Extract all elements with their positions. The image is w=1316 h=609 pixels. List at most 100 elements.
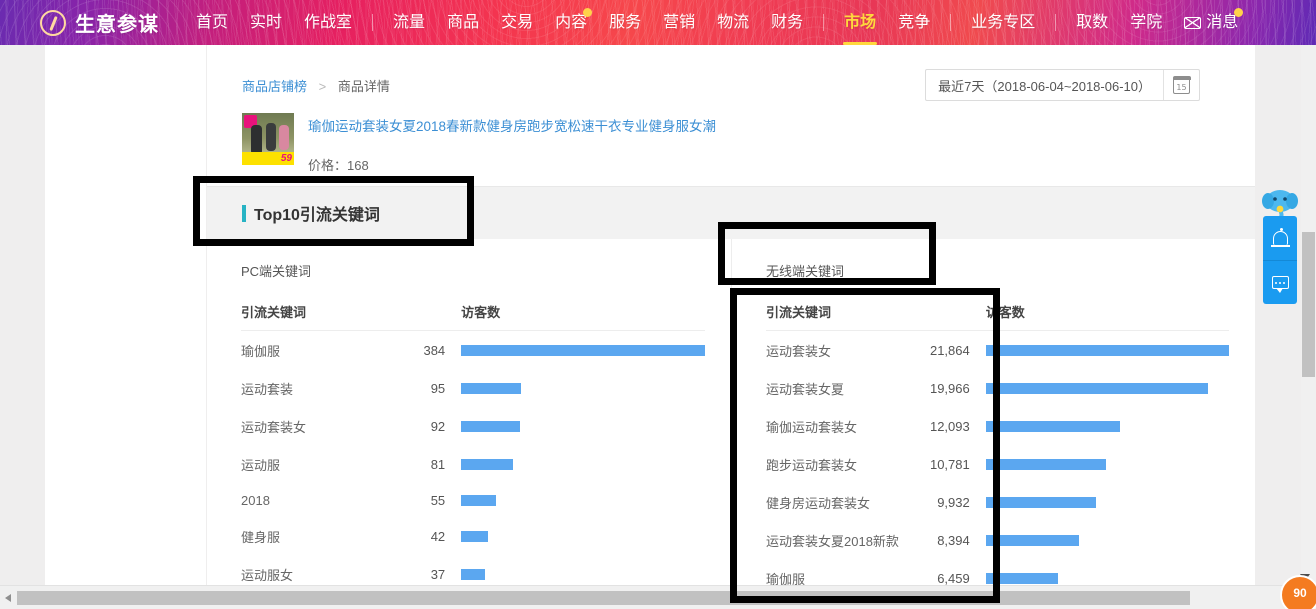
visitor-bar-cell — [970, 483, 1229, 521]
product-summary: 59 瑜伽运动套装女夏2018春新款健身房跑步宽松速干衣专业健身服女潮 价格：1… — [242, 113, 716, 174]
bar-fill — [985, 344, 1229, 356]
visitor-count: 12,093 — [929, 418, 970, 434]
nav-item-market-items-0[interactable]: 市场 — [833, 0, 887, 45]
table-row[interactable]: 运动套装女 92 — [241, 407, 705, 445]
nav-item-mid-items-0[interactable]: 流量 — [382, 0, 436, 45]
breadcrumb-root-link[interactable]: 商品店铺榜 — [242, 79, 308, 94]
table-row[interactable]: 瑜伽运动套装女 12,093 — [766, 407, 1229, 445]
bar-track — [985, 420, 1229, 432]
nav-item-left-items-1[interactable]: 实时 — [239, 0, 293, 45]
nav-item-label: 流量 — [393, 14, 426, 31]
nav-item-mid-items-5[interactable]: 营销 — [652, 0, 706, 45]
visitor-count: 10,781 — [929, 456, 970, 472]
content-divider — [207, 186, 1255, 187]
table-row[interactable]: 瑜伽服 6,459 — [766, 559, 1229, 597]
visitor-count: 42 — [430, 528, 446, 544]
keyword-name: 运动服女 — [241, 567, 294, 583]
nav-item-mid-items-6[interactable]: 物流 — [706, 0, 760, 45]
product-title-link[interactable]: 瑜伽运动套装女夏2018春新款健身房跑步宽松速干衣专业健身服女潮 — [308, 119, 717, 134]
left-sidebar-panel — [45, 45, 206, 585]
nav-item-mid-items-7[interactable]: 财务 — [760, 0, 814, 45]
visitor-bar-cell — [445, 445, 705, 483]
thumbnail-figure — [279, 125, 289, 150]
bar-track — [985, 382, 1229, 394]
nav-item-zone-items-0[interactable]: 业务专区 — [960, 0, 1046, 45]
nav-item-label: 服务 — [609, 14, 642, 31]
nav-item-label: 营销 — [663, 14, 696, 31]
side-float-widget — [1263, 216, 1297, 304]
keyword-columns: PC端关键词 引流关键词 访客数 瑜伽服 384 运动套装 95 运动套装女 92 运动服 8… — [207, 239, 1255, 609]
notification-button[interactable] — [1263, 216, 1297, 260]
nav-divider — [823, 14, 825, 31]
vertical-scrollbar-thumb[interactable] — [1302, 232, 1315, 377]
table-row[interactable]: 健身房运动套装女 9,932 — [766, 483, 1229, 521]
visitor-count: 81 — [430, 456, 446, 472]
vertical-scrollbar[interactable] — [1301, 45, 1316, 585]
section-header: Top10引流关键词 — [207, 187, 1255, 239]
bar-track — [461, 344, 705, 356]
visitor-bar-cell — [445, 331, 705, 370]
nav-item-label: 物流 — [717, 14, 750, 31]
chat-bubble-icon — [1271, 276, 1289, 293]
right-gutter — [1255, 45, 1301, 585]
visitor-bar-cell — [970, 369, 1229, 407]
visitor-bar-cell — [445, 407, 705, 445]
nav-item-mid-items-1[interactable]: 商品 — [436, 0, 490, 45]
table-row[interactable]: 瑜伽服 384 — [241, 331, 705, 370]
page-title: Top10引流关键词 — [242, 201, 380, 225]
pc-keyword-table: 引流关键词 访客数 瑜伽服 384 运动套装 95 运动套装女 92 运动服 81 2018 55… — [241, 302, 705, 609]
nav-item-mid-items-4[interactable]: 服务 — [598, 0, 652, 45]
table-row[interactable]: 健身服 42 — [241, 517, 705, 555]
product-thumbnail[interactable]: 59 — [242, 113, 294, 165]
thumbnail-badge — [244, 115, 257, 128]
visitor-count: 384 — [423, 342, 446, 358]
nav-item-right-items-1[interactable]: 学院 — [1119, 0, 1173, 45]
nav-badge-dot — [583, 8, 593, 17]
horizontal-scrollbar[interactable] — [0, 585, 1316, 609]
bar-fill — [985, 534, 1080, 546]
table-row[interactable]: 运动套装女 21,864 — [766, 331, 1229, 370]
nav-item-mid-items-3[interactable]: 内容 — [544, 0, 598, 45]
nav-item-mid-items-2[interactable]: 交易 — [490, 0, 544, 45]
keyword-name: 2018 — [241, 492, 270, 508]
left-rail — [0, 45, 45, 585]
keyword-name: 运动套装 — [241, 381, 294, 397]
nav-item-label: 商品 — [447, 14, 480, 31]
table-row[interactable]: 运动服女 37 — [241, 555, 705, 593]
orange-circle-widget[interactable]: 90 — [1280, 575, 1316, 609]
keyword-name: 运动服 — [241, 457, 281, 473]
date-range-picker[interactable]: 最近7天（2018-06-04~2018-06-10） 15 — [925, 69, 1200, 101]
table-row[interactable]: 运动套装女夏 19,966 — [766, 369, 1229, 407]
nav-item-left-items-2[interactable]: 作战室 — [293, 0, 363, 45]
nav-item-left-items-0[interactable]: 首页 — [185, 0, 239, 45]
table-row[interactable]: 跑步运动套装女 10,781 — [766, 445, 1229, 483]
table-row[interactable]: 运动套装 95 — [241, 369, 705, 407]
nav-background-pattern — [0, 0, 1316, 45]
chat-button[interactable] — [1263, 260, 1297, 304]
visitor-bar-cell — [445, 369, 705, 407]
horizontal-scrollbar-thumb[interactable] — [17, 591, 1190, 605]
bar-track — [461, 568, 705, 580]
table-row[interactable]: 运动套装女夏2018新款 8,394 — [766, 521, 1229, 559]
brand-logo-area[interactable]: 生意参谋 — [40, 8, 159, 37]
nav-item-market-items-1[interactable]: 竞争 — [887, 0, 941, 45]
wireless-column-subtitle: 无线端关键词 — [766, 264, 845, 279]
nav-item-right-items-0[interactable]: 取数 — [1065, 0, 1119, 45]
visitor-bar-cell — [445, 483, 705, 517]
bar-fill — [985, 382, 1208, 394]
nav-item-label: 学院 — [1130, 14, 1163, 31]
table-row[interactable]: 2018 55 — [241, 483, 705, 517]
visitor-bar-cell — [970, 559, 1229, 597]
visitor-bar-cell — [445, 517, 705, 555]
bar-track — [461, 382, 705, 394]
messages-button[interactable]: 消息 — [1173, 0, 1249, 45]
bar-track — [985, 458, 1229, 470]
breadcrumb: 商品店铺榜 > 商品详情 — [242, 76, 390, 95]
visitor-count: 9,932 — [937, 494, 970, 510]
visitor-bar-cell — [970, 445, 1229, 483]
table-row[interactable]: 运动服 81 — [241, 445, 705, 483]
calendar-button[interactable]: 15 — [1163, 70, 1199, 100]
scroll-left-arrow[interactable] — [5, 594, 11, 602]
elephant-mascot-icon — [1262, 190, 1298, 218]
calendar-icon: 15 — [1172, 76, 1191, 94]
